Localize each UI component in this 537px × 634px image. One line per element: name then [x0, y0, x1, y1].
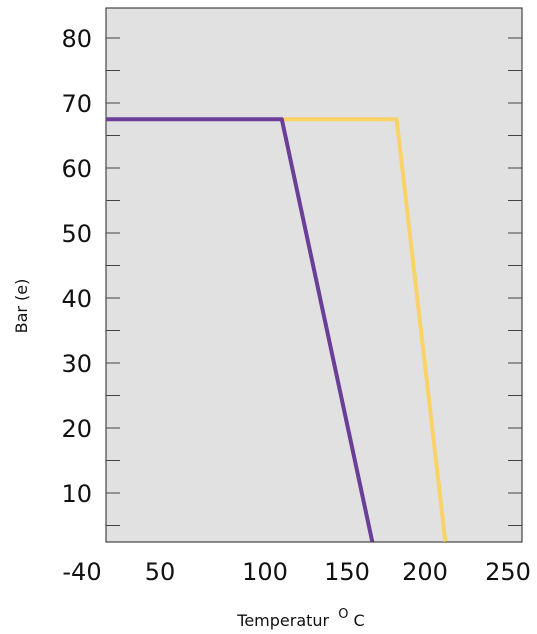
- y-tick-label: 40: [61, 285, 92, 313]
- x-tick-label: 200: [402, 558, 448, 586]
- y-tick-label: 50: [61, 220, 92, 248]
- y-tick-label: 70: [61, 90, 92, 118]
- y-tick-label: 80: [61, 25, 92, 53]
- series-line-yellow: [281, 117, 448, 542]
- x-tick-label: 250: [485, 558, 531, 586]
- series-line-purple: [106, 117, 375, 543]
- x-axis-title-text: Temperatur: [236, 611, 329, 630]
- y-tick-label: 30: [61, 350, 92, 378]
- tick-labels: 10 20 30 40 50 60 70 80 -40 50 100 150 200 250: [61, 25, 530, 586]
- series-layer: [106, 117, 448, 543]
- y-axis-title: Bar (e): [12, 279, 31, 334]
- x-tick-label: 150: [324, 558, 370, 586]
- y-tick-label: 60: [61, 155, 92, 183]
- x-axis-title-unit: C: [354, 611, 365, 630]
- x-tick-label: 100: [242, 558, 288, 586]
- y-tick-label: 10: [61, 480, 92, 508]
- y-tick-label: 20: [61, 415, 92, 443]
- x-tick-label: 50: [145, 558, 176, 586]
- axis-ticks: [106, 37, 522, 526]
- x-axis-title: Temperatur O C: [236, 603, 364, 630]
- x-tick-label: -40: [62, 558, 101, 586]
- x-axis-title-degree: O: [338, 607, 348, 622]
